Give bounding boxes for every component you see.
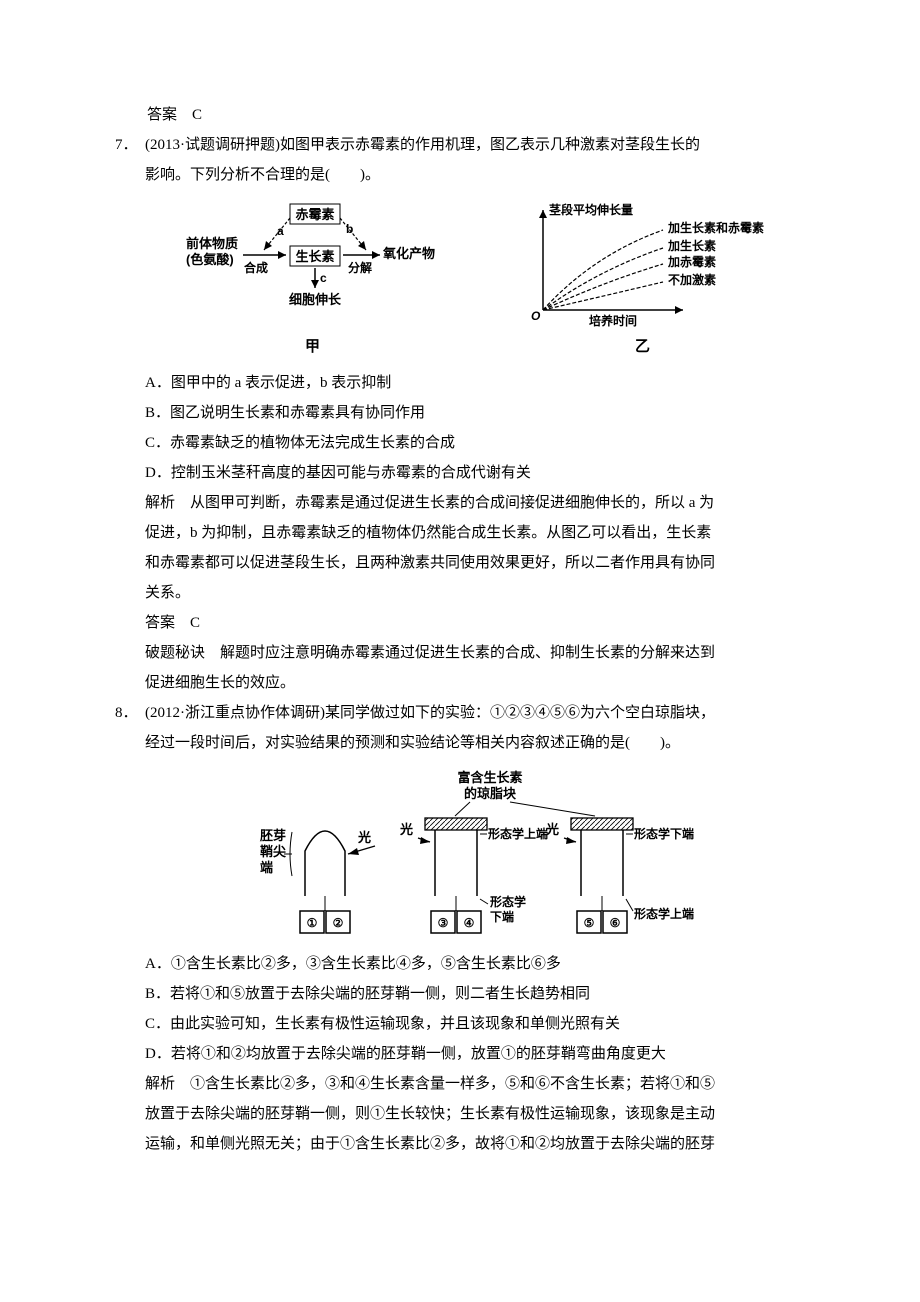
q8-fig-title2: 的琼脂块 [464, 786, 517, 801]
q8-left3: 端 [260, 860, 273, 875]
fig-a-dec: 分解 [347, 260, 371, 275]
q7-explain-2: 促进，b 为抑制，且赤霉素缺乏的植物体仍然能合成生长素。从图乙可以看出，生长素 [145, 518, 805, 548]
q7-figure-b: 茎段平均伸长量 加生长素和赤霉素 加生长素 加赤霉素 不加激素 O [513, 200, 773, 362]
q8-opt-c: C．由此实验可知，生长素有极性运输现象，并且该现象和单侧光照有关 [145, 1009, 805, 1039]
fig-a-b: b [346, 222, 353, 236]
q7-opt-b: B．图乙说明生长素和赤霉素具有协同作用 [145, 398, 805, 428]
q8-fig-svg: 富含生长素 的琼脂块 胚芽 鞘尖 端 光 [230, 766, 720, 941]
fig-a-left1: 前体物质 [186, 236, 238, 251]
fig-a-left2: (色氨酸) [186, 252, 234, 267]
q7-explain-3: 和赤霉素都可以促进茎段生长，且两种激素共同使用效果更好，所以二者作用具有协同 [145, 548, 805, 578]
q8-number: 8． [115, 698, 145, 1159]
q7-opt-c: C．赤霉素缺乏的植物体无法完成生长素的合成 [145, 428, 805, 458]
q7-number: 7． [115, 130, 145, 698]
q7-fig-b-svg: 茎段平均伸长量 加生长素和赤霉素 加生长素 加赤霉素 不加激素 O [513, 200, 773, 330]
q7-figures: 赤霉素 生长素 前体物质 (色氨酸) 氧化产物 合成 [145, 200, 805, 362]
q8-light3: 光 [545, 822, 559, 837]
q8-opt-b: B．若将①和⑤放置于去除尖端的胚芽鞘一侧，则二者生长趋势相同 [145, 979, 805, 1009]
prev-answer-label: 答案 [147, 107, 177, 123]
q8-stem-line1: (2012·浙江重点协作体调研)某同学做过如下的实验：①②③④⑤⑥为六个空白琼脂… [145, 698, 805, 728]
fig-a-right: 氧化产物 [382, 246, 435, 261]
q8-explain-1: 解析 ①含生长素比②多，③和④生长素含量一样多，⑤和⑥不含生长素；若将①和⑤ [145, 1069, 805, 1099]
q7-answer-line: 答案 C [145, 608, 805, 638]
q8-opt-a: A．①含生长素比②多，③含生长素比④多，⑤含生长素比⑥多 [145, 949, 805, 979]
q8-b2: ② [333, 916, 344, 930]
q8-mid-low2: 下端 [490, 909, 514, 924]
q8-opt-d: D．若将①和②均放置于去除尖端的胚芽鞘一侧，放置①的胚芽鞘弯曲角度更大 [145, 1039, 805, 1069]
fig-a-bottom: 细胞伸长 [288, 292, 341, 307]
q7-fig-a-svg: 赤霉素 生长素 前体物质 (色氨酸) 氧化产物 合成 [178, 200, 448, 330]
q8-left2: 鞘尖 [260, 844, 286, 859]
fig-b-s1: 加生长素和赤霉素 [667, 220, 764, 235]
q7-stem-line1: (2013·试题调研押题)如图甲表示赤霉素的作用机理，图乙表示几种激素对茎段生长… [145, 130, 805, 160]
fig-a-a: a [277, 224, 284, 238]
q8-right-top: 形态学下端 [634, 826, 694, 841]
q8-mid-low1: 形态学 [490, 894, 526, 909]
question-7: 7． (2013·试题调研押题)如图甲表示赤霉素的作用机理，图乙表示几种激素对茎… [115, 130, 805, 698]
prev-answer-line: 答案 C [115, 100, 805, 130]
fig-a-syn: 合成 [243, 260, 267, 275]
q8-light2: 光 [399, 822, 413, 837]
q7-opt-a: A．图甲中的 a 表示促进，b 表示抑制 [145, 368, 805, 398]
q7-explain-4: 关系。 [145, 578, 805, 608]
fig-b-s4: 不加激素 [668, 272, 716, 287]
q8-explain-3: 运输，和单侧光照无关；由于①含生长素比②多，故将①和②均放置于去除尖端的胚芽 [145, 1129, 805, 1159]
q8-b1: ① [307, 916, 318, 930]
q8-right-low: 形态学上端 [634, 906, 694, 921]
q7-stem-line2: 影响。下列分析不合理的是( )。 [145, 160, 805, 190]
q8-fig-title1: 富含生长素 [457, 770, 522, 785]
q8-stem-line2: 经过一段时间后，对实验结果的预测和实验结论等相关内容叙述正确的是( )。 [145, 728, 805, 758]
fig-b-origin: O [531, 309, 541, 323]
fig-a-caption: 甲 [305, 332, 320, 362]
fig-b-s2: 加生长素 [667, 238, 716, 253]
q8-left1: 胚芽 [260, 828, 286, 843]
fig-b-ylabel: 茎段平均伸长量 [549, 202, 633, 217]
q8-figure: 富含生长素 的琼脂块 胚芽 鞘尖 端 光 [145, 766, 805, 941]
q8-explain-2: 放置于去除尖端的胚芽鞘一侧，则①生长较快；生长素有极性运输现象，该现象是主动 [145, 1099, 805, 1129]
q7-answer-value: C [190, 615, 200, 631]
q7-tip-1: 破题秘诀 解题时应注意明确赤霉素通过促进生长素的合成、抑制生长素的分解来达到 [145, 638, 805, 668]
q8-light1: 光 [357, 830, 371, 845]
fig-b-s3: 加赤霉素 [667, 254, 716, 269]
fig-a-top-box: 赤霉素 [295, 207, 334, 222]
fig-b-xlabel: 培养时间 [588, 313, 636, 328]
q8-b3: ③ [438, 916, 449, 930]
q7-opt-d: D．控制玉米茎秆高度的基因可能与赤霉素的合成代谢有关 [145, 458, 805, 488]
q7-tip-2: 促进细胞生长的效应。 [145, 668, 805, 698]
q7-answer-label: 答案 [145, 615, 175, 631]
q8-b4: ④ [464, 916, 475, 930]
q7-explain-1: 解析 从图甲可判断，赤霉素是通过促进生长素的合成间接促进细胞伸长的，所以 a 为 [145, 488, 805, 518]
q8-b6: ⑥ [610, 916, 621, 930]
fig-b-caption: 乙 [635, 332, 650, 362]
q8-mid-top: 形态学上端 [488, 826, 548, 841]
fig-a-mid-box: 生长素 [295, 249, 334, 264]
q7-figure-a: 赤霉素 生长素 前体物质 (色氨酸) 氧化产物 合成 [178, 200, 448, 362]
fig-a-c: c [320, 271, 327, 285]
prev-answer-value: C [192, 107, 202, 123]
q8-b5: ⑤ [584, 916, 595, 930]
question-8: 8． (2012·浙江重点协作体调研)某同学做过如下的实验：①②③④⑤⑥为六个空… [115, 698, 805, 1159]
